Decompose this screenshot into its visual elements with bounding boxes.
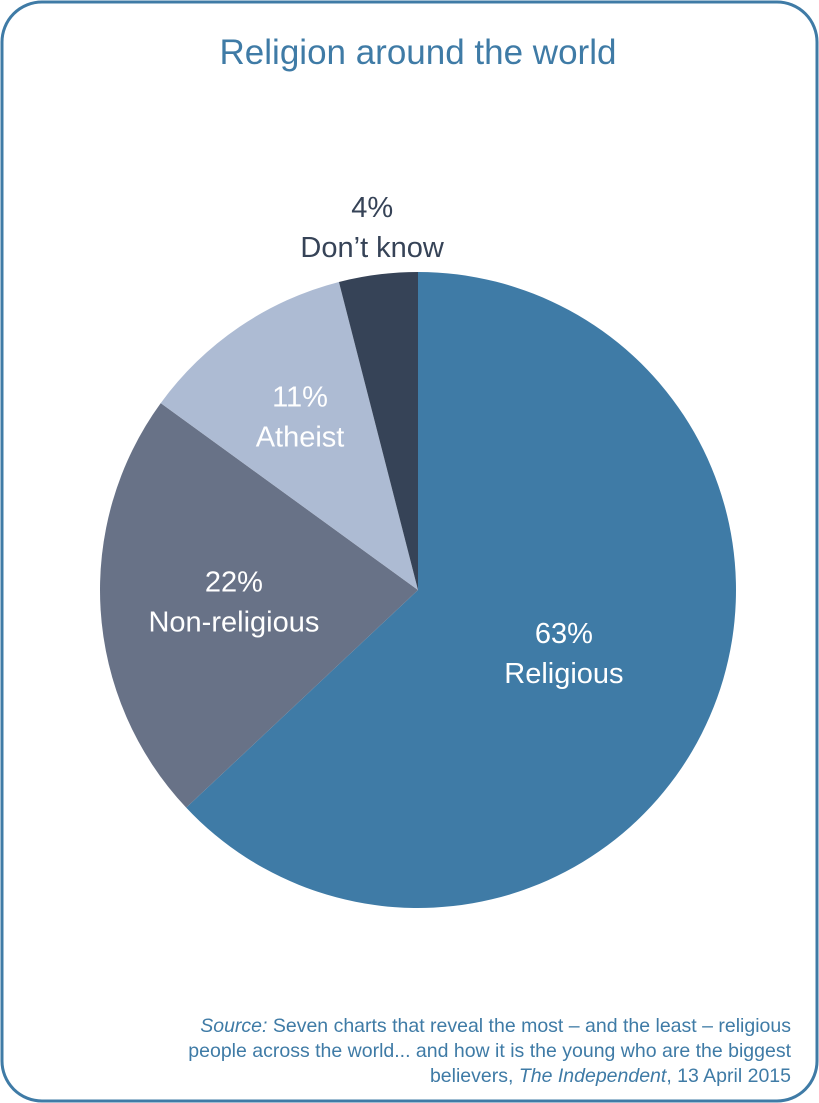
source-text: Seven charts that reveal the most – and …	[188, 1015, 791, 1087]
pie-slice	[186, 272, 737, 908]
chart-title: Religion around the world	[220, 33, 617, 72]
category-label: Non-religious	[148, 607, 319, 639]
pie	[99, 272, 737, 908]
pie-slice	[338, 272, 418, 590]
value-label: 4%	[351, 192, 393, 224]
value-label: 11%	[272, 381, 328, 413]
category-label: Religious	[504, 658, 623, 690]
pie-slice	[160, 281, 418, 590]
source-note: Source: Seven charts that reveal the mos…	[151, 1014, 791, 1089]
pie-slice	[99, 403, 418, 808]
category-label: Atheist	[256, 421, 345, 453]
value-label: 63%	[535, 618, 593, 650]
source-publication: The Independent	[518, 1065, 667, 1087]
category-label: Don’t know	[300, 232, 445, 264]
source-date: , 13 April 2015	[666, 1065, 791, 1087]
value-label: 22%	[205, 567, 263, 599]
source-label: Source:	[200, 1015, 268, 1037]
